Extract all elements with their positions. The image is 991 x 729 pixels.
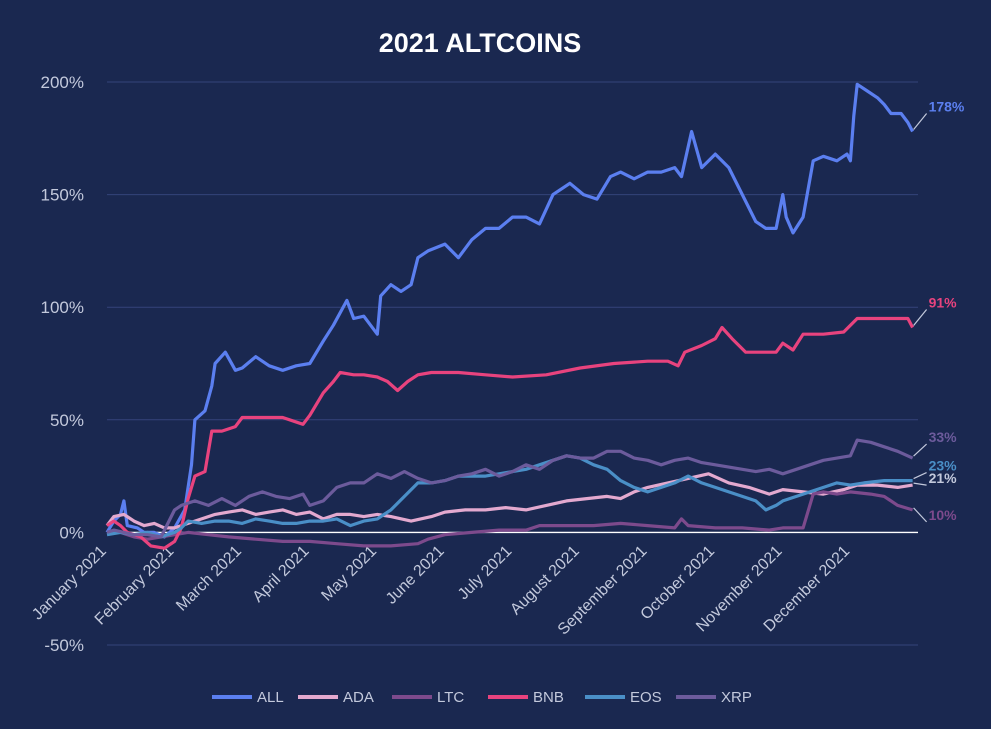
legend-label-all: ALL	[257, 689, 284, 706]
y-tick-label: 50%	[50, 411, 84, 430]
legend-label-eos: EOS	[630, 689, 662, 706]
y-tick-label: 0%	[59, 523, 84, 542]
y-tick-label: -50%	[44, 636, 84, 655]
x-tick-label: August 2021	[507, 543, 583, 619]
end-label-xrp: 33%	[929, 429, 958, 445]
end-labels: 178% 21% 10% 91% 23% 33%	[913, 99, 965, 523]
end-label-eos: 23%	[929, 458, 958, 474]
end-label-leader	[913, 472, 927, 480]
x-tick-label: May 2021	[318, 543, 380, 605]
y-axis-ticks: -50% 0% 50% 100% 150% 200%	[41, 73, 84, 655]
x-tick-label: March 2021	[173, 543, 245, 615]
end-label-leader	[913, 113, 928, 130]
end-label-leader	[913, 309, 928, 326]
legend: ALL ADA LTC BNB EOS XRP	[212, 689, 752, 706]
legend-label-bnb: BNB	[533, 689, 564, 706]
y-tick-label: 150%	[41, 186, 84, 205]
end-label-leader	[913, 482, 927, 486]
series-line-ltc	[107, 490, 914, 548]
end-label-ltc: 10%	[929, 507, 958, 523]
x-tick-label: July 2021	[455, 543, 516, 604]
series-line-xrp	[106, 438, 914, 539]
x-tick-label: April 2021	[250, 543, 313, 606]
series-line-all	[105, 82, 915, 539]
series-line-eos	[106, 454, 913, 539]
end-label-leader	[913, 507, 928, 523]
end-label-ada: 21%	[929, 470, 958, 486]
y-tick-label: 200%	[41, 73, 84, 92]
legend-label-ada: ADA	[343, 689, 374, 706]
end-label-leader	[913, 443, 928, 457]
x-tick-label: June 2021	[383, 543, 448, 608]
end-label-all: 178%	[929, 99, 965, 115]
end-label-bnb: 91%	[929, 294, 958, 310]
series-lines	[105, 82, 915, 550]
series-line-bnb	[106, 316, 915, 550]
legend-label-xrp: XRP	[721, 689, 752, 706]
legend-label-ltc: LTC	[437, 689, 464, 706]
y-tick-label: 100%	[41, 298, 84, 317]
chart-title: 2021 ALTCOINS	[379, 28, 582, 58]
